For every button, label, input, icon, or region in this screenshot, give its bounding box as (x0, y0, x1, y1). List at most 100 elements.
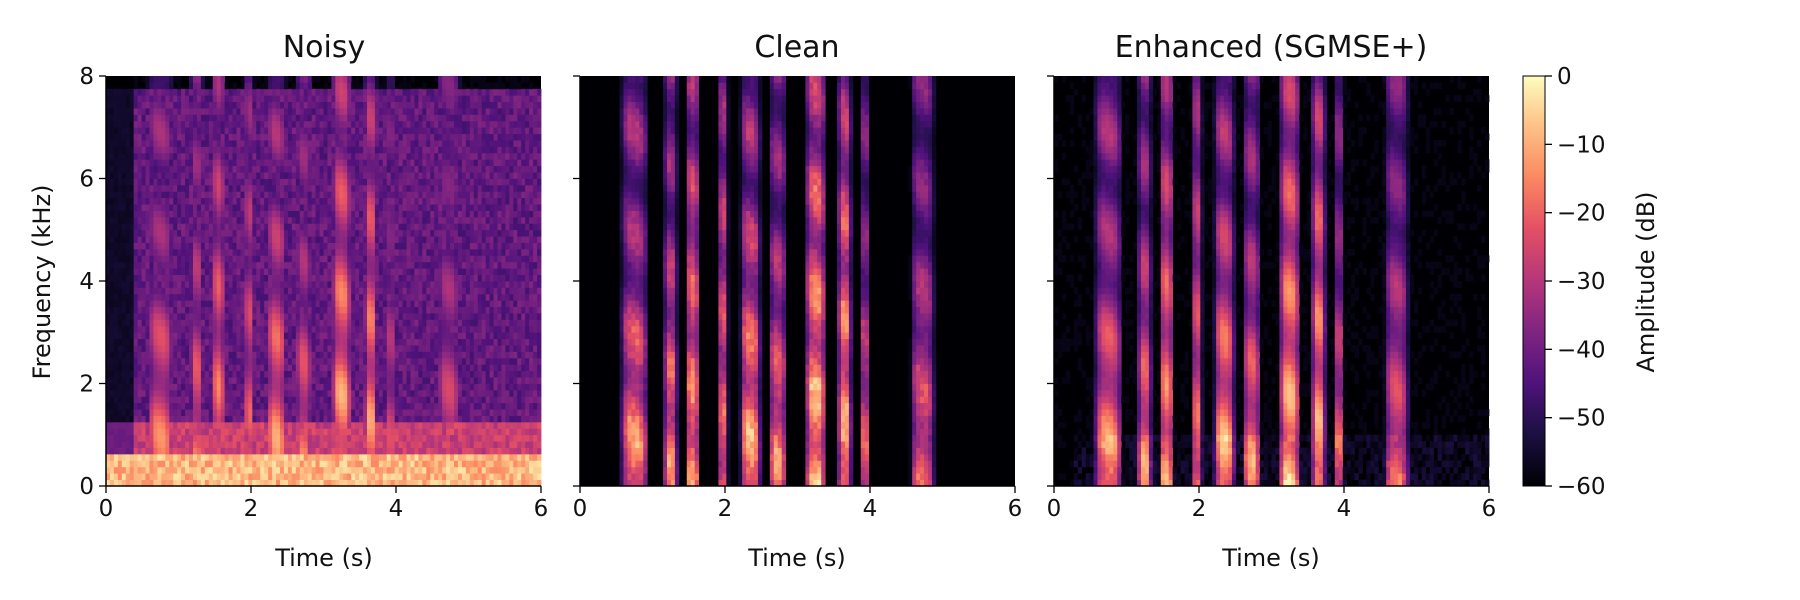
spectrogram-cell (193, 325, 198, 333)
spectrogram-cell (319, 453, 324, 461)
spectrogram-cell (177, 76, 182, 83)
spectrogram-cell (295, 428, 301, 436)
spectrogram-cell (212, 325, 218, 333)
spectrogram-cell (177, 274, 182, 282)
spectrogram-cell (228, 293, 233, 301)
spectrogram-cell (394, 248, 400, 256)
spectrogram-cell (196, 76, 202, 83)
spectrogram-cell (283, 402, 289, 410)
spectrogram-cell (315, 421, 320, 429)
spectrogram-cell (331, 396, 336, 404)
spectrogram-cell (189, 383, 194, 391)
spectrogram-cell (272, 159, 277, 167)
spectrogram-cell (414, 377, 419, 384)
spectrogram-cell (228, 479, 233, 487)
spectrogram-cell (355, 223, 360, 231)
spectrogram-cell (264, 447, 269, 455)
spectrogram-cell (232, 357, 237, 365)
spectrogram-cell (244, 268, 249, 275)
spectrogram-cell (386, 101, 392, 109)
spectrogram-cell (283, 184, 289, 192)
spectrogram-cell (283, 447, 289, 455)
spectrogram-cell (327, 274, 332, 282)
spectrogram-cell (216, 223, 222, 231)
spectrogram-cell (113, 460, 119, 468)
spectrogram-cell (319, 345, 324, 352)
spectrogram-cell (169, 261, 174, 269)
spectrogram-cell (299, 229, 305, 237)
spectrogram-cell (386, 332, 392, 340)
spectrogram-cell (137, 255, 142, 263)
spectrogram-cell (161, 127, 166, 135)
spectrogram-cell (323, 274, 328, 282)
spectrogram-cell (291, 146, 297, 154)
spectrogram-cell (390, 370, 396, 378)
spectrogram-cell (252, 242, 257, 250)
spectrogram-cell (185, 274, 190, 282)
spectrogram-cell (311, 370, 316, 378)
spectrogram-cell (141, 120, 146, 128)
spectrogram-cell (169, 332, 174, 340)
spectrogram-cell (355, 268, 360, 275)
spectrogram-cell (327, 152, 332, 160)
spectrogram-cell (386, 325, 392, 333)
spectrogram-cell (113, 479, 119, 487)
spectrogram-cell (319, 242, 324, 250)
spectrogram-cell (367, 345, 372, 352)
spectrogram-cell (113, 421, 119, 429)
spectrogram-cell (382, 441, 388, 448)
spectrogram-cell (311, 473, 316, 480)
spectrogram-cell (355, 184, 360, 192)
spectrogram-cell (248, 345, 253, 352)
spectrogram-cell (129, 415, 135, 423)
spectrogram-cell (129, 473, 135, 480)
spectrogram-cell (133, 88, 139, 96)
spectrogram-cell (216, 479, 222, 487)
spectrogram-cell (106, 120, 111, 128)
spectrogram-cell (339, 114, 344, 122)
spectrogram-cell (386, 473, 392, 480)
spectrogram-cell (311, 325, 316, 333)
spectrogram-cell (193, 159, 198, 167)
spectrogram-cell (280, 351, 285, 359)
spectrogram-cell (129, 377, 135, 384)
spectrogram-cell (343, 120, 348, 128)
spectrogram-cell (240, 428, 245, 436)
spectrogram-cell (331, 268, 336, 275)
spectrogram-cell (256, 409, 261, 416)
spectrogram-cell (339, 287, 344, 295)
spectrogram-cell (264, 248, 269, 256)
spectrogram-cell (268, 409, 273, 416)
spectrogram-cell (367, 466, 372, 474)
spectrogram-cell (307, 191, 313, 199)
spectrogram-cell (363, 415, 368, 423)
spectrogram-cell (323, 466, 328, 474)
spectrogram-cell (212, 383, 218, 391)
spectrogram-cell (295, 473, 301, 480)
spectrogram-cell (295, 101, 301, 109)
spectrogram-cell (157, 351, 162, 359)
spectrogram-cell (291, 281, 297, 288)
spectrogram-cell (374, 313, 380, 320)
spectrogram-cell (145, 345, 150, 352)
spectrogram-cell (343, 351, 348, 359)
spectrogram-cell (216, 319, 222, 327)
spectrogram-cell (196, 191, 202, 199)
spectrogram-cell (181, 421, 186, 429)
spectrogram-cell (212, 178, 218, 186)
spectrogram-cell (173, 351, 178, 359)
spectrogram-cell (280, 261, 285, 269)
spectrogram-cell (141, 434, 146, 442)
spectrogram-cell (121, 453, 127, 461)
spectrogram-cell (287, 409, 293, 416)
spectrogram-cell (252, 108, 257, 115)
spectrogram-cell (248, 447, 253, 455)
spectrogram-cell (121, 236, 127, 243)
spectrogram-cell (307, 127, 313, 135)
spectrogram-cell (370, 261, 376, 269)
spectrogram-cell (359, 204, 364, 211)
spectrogram-cell (149, 319, 154, 327)
spectrogram-cell (327, 146, 332, 154)
spectrogram-cell (193, 108, 198, 115)
spectrogram-cell (414, 197, 419, 205)
